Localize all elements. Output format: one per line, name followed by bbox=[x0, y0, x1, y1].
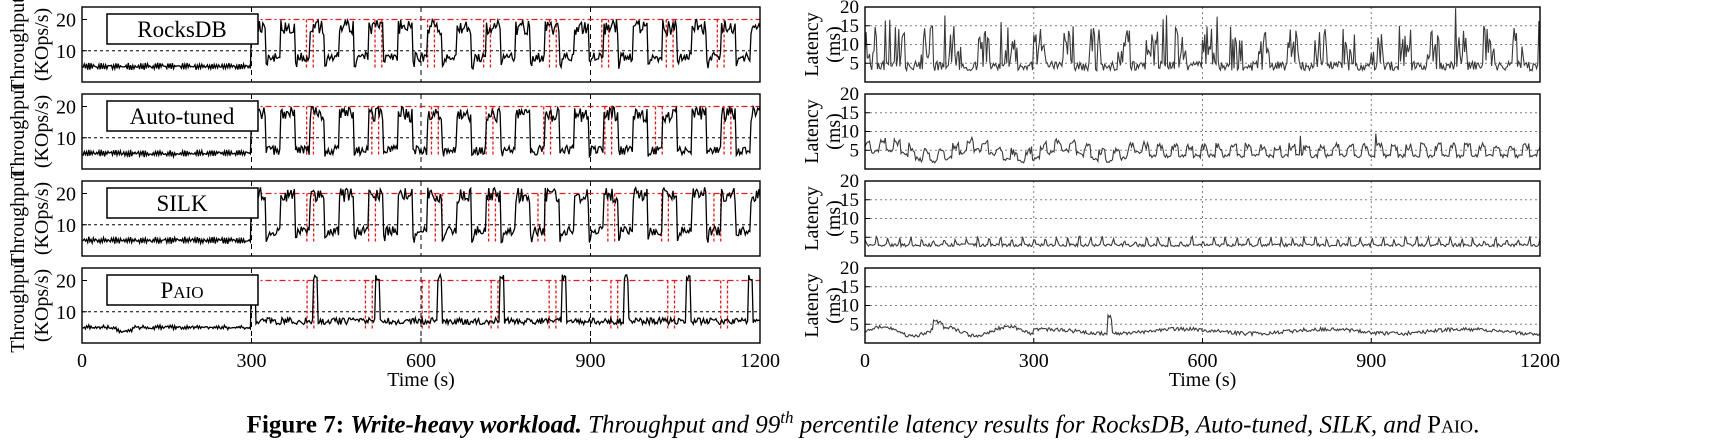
caption-title: Write-heavy workload. bbox=[350, 411, 582, 439]
y-tick-label: 10 bbox=[840, 35, 859, 56]
throughput-plot-frame bbox=[81, 6, 761, 83]
series-label: Auto-tuned bbox=[130, 104, 235, 129]
x-axes: 0 300 600 900 1200 Time (s) 0 300 600 900 1200 Time… bbox=[77, 338, 1560, 391]
y-tick-label: 20 bbox=[56, 97, 76, 119]
caption-text-before: Throughput and 99 bbox=[588, 411, 781, 439]
y-tick-label: 10 bbox=[840, 209, 859, 230]
y-tick-label: 5 bbox=[850, 227, 860, 248]
y-axis-unit-label: (KOps/s) bbox=[31, 182, 53, 255]
y-axis-unit-label: (ms) bbox=[823, 287, 845, 324]
x-tick-label: 300 bbox=[1019, 350, 1049, 372]
y-tick-label: 10 bbox=[56, 302, 76, 324]
x-tick-label: 600 bbox=[406, 350, 436, 372]
x-tick-label: 300 bbox=[237, 350, 267, 372]
y-tick-label: 20 bbox=[56, 271, 76, 293]
series-label-initial: P bbox=[160, 278, 173, 303]
y-tick-label: 10 bbox=[56, 128, 76, 150]
x-tick-label: 1200 bbox=[1520, 350, 1560, 372]
x-tick-label: 0 bbox=[860, 350, 870, 372]
y-tick-label: 10 bbox=[840, 122, 859, 143]
y-tick-label: 10 bbox=[840, 296, 859, 317]
y-tick-label: 5 bbox=[850, 314, 860, 335]
series-label: PAIO bbox=[160, 278, 203, 303]
y-axis-label: Throughput bbox=[7, 0, 29, 92]
series-label: SILK bbox=[156, 191, 208, 216]
x-tick-label: 1200 bbox=[740, 350, 780, 372]
throughput-series-line bbox=[81, 17, 761, 72]
y-axis-label: Throughput bbox=[7, 258, 29, 353]
y-tick-label: 15 bbox=[840, 190, 859, 211]
caption-end: . bbox=[1473, 411, 1480, 439]
y-tick-label: 10 bbox=[56, 215, 76, 237]
throughput-plot-frame bbox=[81, 93, 761, 170]
throughput-plot-frame bbox=[81, 180, 761, 257]
latency-series-line bbox=[864, 234, 1541, 249]
throughput-series-line bbox=[81, 185, 761, 246]
latency-series-line bbox=[864, 133, 1541, 164]
y-tick-label: 20 bbox=[840, 0, 859, 18]
throughput-series-line bbox=[81, 272, 761, 335]
latency-series-line bbox=[864, 8, 1541, 73]
series-label-box bbox=[106, 100, 259, 132]
throughput-panel-1: 10 20 Throughput (KOps/s) RocksDB bbox=[7, 0, 761, 92]
throughput-panel-4: 10 20 Throughput (KOps/s) PAIO bbox=[7, 258, 761, 353]
y-tick-label: 15 bbox=[840, 103, 859, 124]
y-axis-unit-label: (KOps/s) bbox=[31, 95, 53, 168]
throughput-series-line bbox=[81, 104, 761, 160]
y-tick-label: 15 bbox=[840, 277, 859, 298]
y-axis-unit-label: (ms) bbox=[823, 200, 845, 237]
series-label-box bbox=[106, 274, 259, 306]
y-axis-label: Latency bbox=[801, 273, 823, 337]
x-tick-label: 900 bbox=[1356, 350, 1386, 372]
y-axis-unit-label: (ms) bbox=[823, 26, 845, 63]
y-axis-label: Latency bbox=[801, 186, 823, 250]
series-label-rest: AIO bbox=[173, 283, 203, 302]
figure-caption: Figure 7: Write-heavy workload. Throughp… bbox=[0, 402, 1726, 442]
y-tick-label: 20 bbox=[56, 184, 76, 206]
caption-paio-initial: P bbox=[1427, 411, 1442, 439]
series-label-box bbox=[106, 13, 259, 45]
y-axis-unit-label: (KOps/s) bbox=[31, 8, 53, 81]
caption-superscript: th bbox=[780, 408, 794, 427]
y-axis-label: Latency bbox=[801, 12, 823, 76]
y-tick-label: 10 bbox=[56, 41, 76, 63]
y-tick-label: 20 bbox=[840, 171, 859, 192]
x-axis-label: Time (s) bbox=[387, 369, 455, 391]
y-tick-label: 5 bbox=[850, 53, 860, 74]
y-tick-label: 20 bbox=[840, 258, 859, 279]
y-tick-label: 5 bbox=[850, 140, 860, 161]
caption-label: Figure 7: bbox=[246, 411, 345, 439]
y-axis-unit-label: (ms) bbox=[823, 113, 845, 150]
y-axis-label: Throughput bbox=[7, 84, 29, 179]
x-axis-label: Time (s) bbox=[1169, 369, 1237, 391]
caption-text-after: percentile latency results for RocksDB, … bbox=[799, 411, 1421, 439]
latency-series-line bbox=[864, 313, 1541, 339]
throughput-panel-3: 10 20 Throughput (KOps/s) SILK bbox=[7, 171, 761, 266]
y-tick-label: 15 bbox=[840, 16, 859, 37]
y-tick-label: 20 bbox=[56, 10, 76, 32]
y-axis-unit-label: (KOps/s) bbox=[31, 269, 53, 342]
x-tick-label: 0 bbox=[77, 350, 87, 372]
y-axis-label: Latency bbox=[801, 99, 823, 163]
y-axis-label: Throughput bbox=[7, 171, 29, 266]
x-tick-label: 900 bbox=[576, 350, 606, 372]
caption-paio-rest: AIO bbox=[1441, 416, 1474, 437]
y-tick-label: 20 bbox=[840, 84, 859, 105]
series-label: RocksDB bbox=[137, 17, 226, 42]
x-tick-label: 600 bbox=[1188, 350, 1218, 372]
throughput-panel-2: 10 20 Throughput (KOps/s) Auto-tuned bbox=[7, 84, 761, 179]
series-label-box bbox=[106, 187, 259, 219]
